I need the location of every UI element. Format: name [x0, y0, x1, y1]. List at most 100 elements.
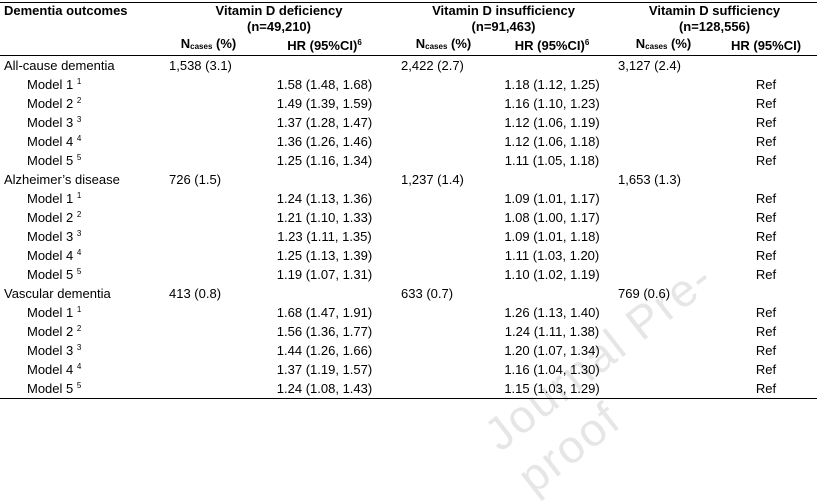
outcome-column-header: Dementia outcomes: [4, 3, 128, 18]
empty-cell: [395, 189, 492, 208]
model-footnote: 3: [76, 115, 82, 124]
model-label-text: Model 2: [27, 324, 77, 339]
group-n-insufficiency: (n=91,463): [471, 19, 536, 34]
model-label: Model 5 5: [0, 151, 163, 170]
ref-cell: Ref: [755, 248, 777, 263]
group-n-sufficiency: (n=128,556): [678, 19, 751, 34]
model-footnote: 3: [76, 343, 82, 352]
empty-cell: [395, 379, 493, 399]
model-label-text: Model 4: [27, 248, 77, 263]
header-row-n: (n=49,210) (n=91,463) (n=128,556): [0, 19, 817, 35]
empty-cell: [612, 379, 716, 399]
model-label-text: Model 3: [27, 115, 77, 130]
hr-cell: 1.56 (1.36, 1.77): [276, 324, 373, 339]
empty-cell: [612, 208, 715, 227]
hr-cell: 1.09 (1.01, 1.18): [504, 229, 600, 244]
empty-cell: [612, 151, 715, 170]
model-label: Model 4 4: [0, 246, 163, 265]
model-footnote: 1: [76, 191, 82, 200]
hr-cell: 1.68 (1.47, 1.91): [276, 305, 373, 320]
model-label: Model 4 4: [0, 360, 163, 379]
model-footnote: 1: [76, 305, 82, 314]
model-label: Model 4 4: [0, 132, 163, 151]
group-title-sufficiency: Vitamin D sufficiency: [648, 3, 781, 18]
model-footnote: 4: [76, 362, 82, 371]
empty-cell: [395, 227, 492, 246]
ncases-cell: 1,237 (1.4): [401, 172, 464, 187]
header-row-titles: Dementia outcomes Vitamin D deficiency V…: [0, 2, 818, 20]
ncases-header: Ncases (%): [395, 35, 493, 56]
model-label: Model 1 1: [0, 189, 163, 208]
outcome-name: Vascular dementia: [4, 286, 111, 301]
empty-cell: [715, 284, 817, 303]
model-row: Model 4 4 1.37 (1.19, 1.57) 1.16 (1.04, 1.…: [0, 360, 817, 379]
hr-cell: 1.24 (1.08, 1.43): [254, 379, 396, 399]
model-row: Model 1 1 1.68 (1.47, 1.91) 1.26 (1.13, 1.…: [0, 303, 817, 322]
model-footnote: 5: [76, 267, 82, 276]
empty-cell: [395, 360, 492, 379]
empty-header-cell: [0, 35, 163, 56]
ncases-cell: 2,422 (2.7): [401, 58, 464, 73]
header-row-subcolumns: Ncases (%) HR (95%CI)6 Ncases (%) HR (95…: [0, 35, 818, 56]
model-row: Model 2 2 1.49 (1.39, 1.59) 1.16 (1.10, 1.…: [0, 94, 817, 113]
model-label: Model 3 3: [0, 227, 163, 246]
group-title-deficiency: Vitamin D deficiency: [215, 3, 343, 18]
empty-cell: [715, 170, 817, 189]
empty-cell: [395, 208, 492, 227]
hr-header: HR (95%CI)6: [254, 35, 396, 56]
empty-cell: [612, 265, 715, 284]
hr-header: HR (95%CI): [715, 35, 818, 56]
empty-cell: [163, 379, 254, 399]
model-label-text: Model 4: [27, 362, 77, 377]
model-label: Model 5 5: [0, 265, 163, 284]
empty-cell: [395, 265, 492, 284]
hr-cell: 1.11 (1.05, 1.18): [504, 153, 600, 168]
model-row: Model 3 3 1.37 (1.28, 1.47) 1.12 (1.06, 1.…: [0, 113, 817, 132]
model-label-text: Model 2: [27, 96, 77, 111]
hr-cell: 1.37 (1.28, 1.47): [276, 115, 373, 130]
ncases-header: Ncases (%): [163, 35, 254, 56]
ref-cell: Ref: [715, 379, 818, 399]
empty-cell: [163, 265, 254, 284]
empty-cell: [395, 246, 492, 265]
model-label: Model 2 2: [0, 208, 163, 227]
empty-cell: [163, 151, 254, 170]
ref-cell: Ref: [755, 153, 777, 168]
hr-cell: 1.25 (1.13, 1.39): [276, 248, 373, 263]
table-body: All-cause dementia 1,538 (3.1) 2,422 (2.7)…: [0, 56, 818, 399]
model-label-text: Model 1: [27, 77, 77, 92]
model-row: Model 5 5 1.25 (1.16, 1.34) 1.11 (1.05, 1.…: [0, 151, 817, 170]
empty-cell: [395, 75, 492, 94]
model-label: Model 2 2: [0, 322, 163, 341]
model-footnote: 4: [76, 134, 82, 143]
outcome-name: All-cause dementia: [4, 58, 115, 73]
hr-cell: 1.44 (1.26, 1.66): [276, 343, 373, 358]
model-footnote: 2: [76, 324, 82, 333]
hr-cell: 1.36 (1.26, 1.46): [276, 134, 373, 149]
empty-cell: [612, 189, 715, 208]
model-label-text: Model 3: [27, 343, 77, 358]
ncases-header: Ncases (%): [612, 35, 716, 56]
model-row: Model 5 5 1.24 (1.08, 1.43) 1.15 (1.03, 1.…: [0, 379, 818, 399]
model-row: Model 1 1 1.24 (1.13, 1.36) 1.09 (1.01, 1.…: [0, 189, 817, 208]
hr-cell: 1.18 (1.12, 1.25): [504, 77, 600, 92]
hr-header: HR (95%CI)6: [492, 35, 613, 56]
results-table: Dementia outcomes Vitamin D deficiency V…: [0, 2, 818, 399]
hr-cell: 1.12 (1.06, 1.19): [504, 115, 600, 130]
model-label-text: Model 5: [27, 267, 77, 282]
empty-cell: [612, 360, 715, 379]
empty-cell: [612, 303, 715, 322]
hr-cell: 1.37 (1.19, 1.57): [276, 362, 373, 377]
model-label: Model 3 3: [0, 341, 163, 360]
hr-cell: 1.21 (1.10, 1.33): [276, 210, 373, 225]
outcome-row: All-cause dementia 1,538 (3.1) 2,422 (2.7)…: [0, 56, 817, 76]
model-label: Model 2 2: [0, 94, 163, 113]
hr-cell: 1.24 (1.13, 1.36): [276, 191, 373, 206]
empty-cell: [163, 189, 254, 208]
empty-cell: [612, 75, 715, 94]
empty-cell: [163, 132, 254, 151]
model-label-text: Model 4: [27, 134, 77, 149]
ncases-cell: 726 (1.5): [169, 172, 222, 187]
model-row: Model 4 4 1.36 (1.26, 1.46) 1.12 (1.06, 1.…: [0, 132, 817, 151]
hr-cell: 1.25 (1.16, 1.34): [276, 153, 373, 168]
